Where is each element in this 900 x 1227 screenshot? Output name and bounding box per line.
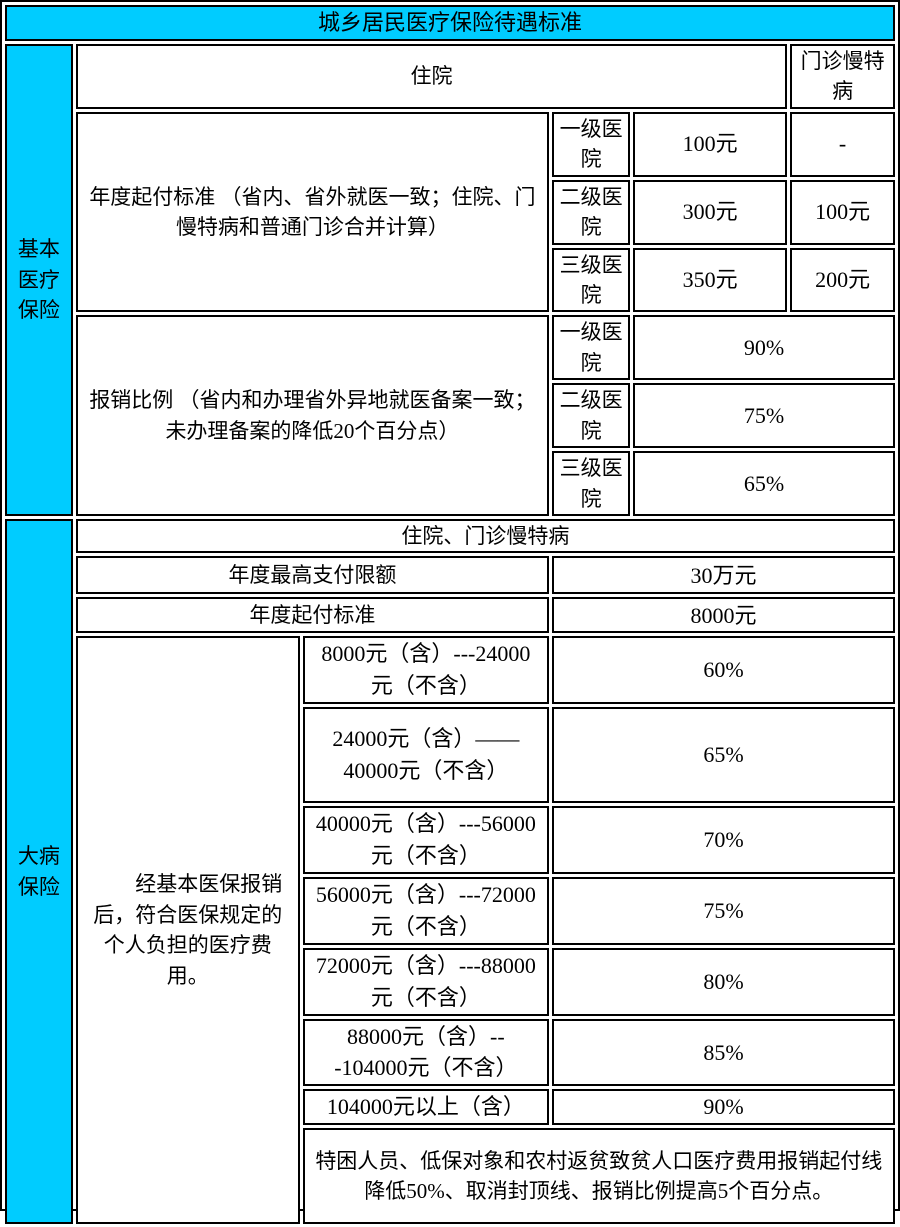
self-pay-scope-text: 经基本医保报销后，符合医保规定的个人负担的医疗费用。 — [93, 872, 283, 988]
deductible-outpatient-value: 100元 — [790, 179, 895, 245]
deductible-outpatient-value: - — [790, 111, 895, 177]
reimbursement-rate-value: 75% — [633, 383, 895, 449]
major-annual-deductible-value: 8000元 — [552, 597, 895, 634]
major-scope-header: 住院、门诊慢特病 — [75, 519, 895, 554]
reimbursement-rate-value: 90% — [633, 315, 895, 381]
bracket-range: 8000元（含）---24000元（不含） — [302, 636, 550, 705]
outpatient-chronic-header: 门诊慢特病 — [790, 43, 895, 109]
bracket-rate: 85% — [552, 1018, 895, 1087]
annual-max-value: 30万元 — [552, 556, 895, 595]
deductible-hospital-value: 300元 — [633, 179, 788, 245]
deductible-hospital-value: 350元 — [633, 247, 788, 313]
bracket-rate: 60% — [552, 636, 895, 705]
hospital-level-cell: 一级医院 — [552, 111, 631, 177]
hospital-level-cell: 三级医院 — [552, 247, 631, 313]
bracket-range: 88000元（含）---104000元（不含） — [302, 1018, 550, 1087]
bracket-rate: 80% — [552, 947, 895, 1016]
hospital-level-cell: 二级医院 — [552, 179, 631, 245]
hospital-level-cell: 二级医院 — [552, 383, 631, 449]
section-basic-insurance-label: 基本医疗保险 — [5, 43, 73, 517]
bracket-rate: 70% — [552, 806, 895, 875]
bracket-range: 40000元（含）---56000元（不含） — [302, 806, 550, 875]
bracket-rate: 65% — [552, 707, 895, 804]
reimbursement-rate-value: 65% — [633, 451, 895, 517]
reimbursement-ratio-label: 报销比例 （省内和办理省外异地就医备案一致；未办理备案的降低20个百分点） — [75, 315, 550, 517]
bracket-rate: 75% — [552, 877, 895, 945]
bracket-range: 24000元（含）——40000元（不含） — [302, 707, 550, 804]
bracket-range: 104000元以上（含） — [302, 1089, 550, 1126]
deductible-hospital-value: 100元 — [633, 111, 788, 177]
hospital-level-cell: 三级医院 — [552, 451, 631, 517]
assistance-note: 特困人员、低保对象和农村返贫致贫人口医疗费用报销起付线降低50%、取消封顶线、报… — [302, 1128, 895, 1225]
hospitalization-header: 住院 — [75, 43, 788, 109]
annual-max-label: 年度最高支付限额 — [75, 556, 550, 595]
section-major-illness-label: 大病保险 — [5, 519, 73, 1225]
bracket-rate: 90% — [552, 1089, 895, 1126]
major-annual-deductible-label: 年度起付标准 — [75, 597, 550, 634]
annual-deductible-label: 年度起付标准 （省内、省外就医一致；住院、门慢特病和普通门诊合并计算） — [75, 111, 550, 313]
bracket-range: 56000元（含）---72000元（不含） — [302, 877, 550, 945]
page-title: 城乡居民医疗保险待遇标准 — [5, 5, 895, 41]
deductible-outpatient-value: 200元 — [790, 247, 895, 313]
bracket-range: 72000元（含）---88000元（不含） — [302, 947, 550, 1016]
self-pay-scope-cell: 经基本医保报销后，符合医保规定的个人负担的医疗费用。 — [75, 636, 300, 1225]
hospital-level-cell: 一级医院 — [552, 315, 631, 381]
